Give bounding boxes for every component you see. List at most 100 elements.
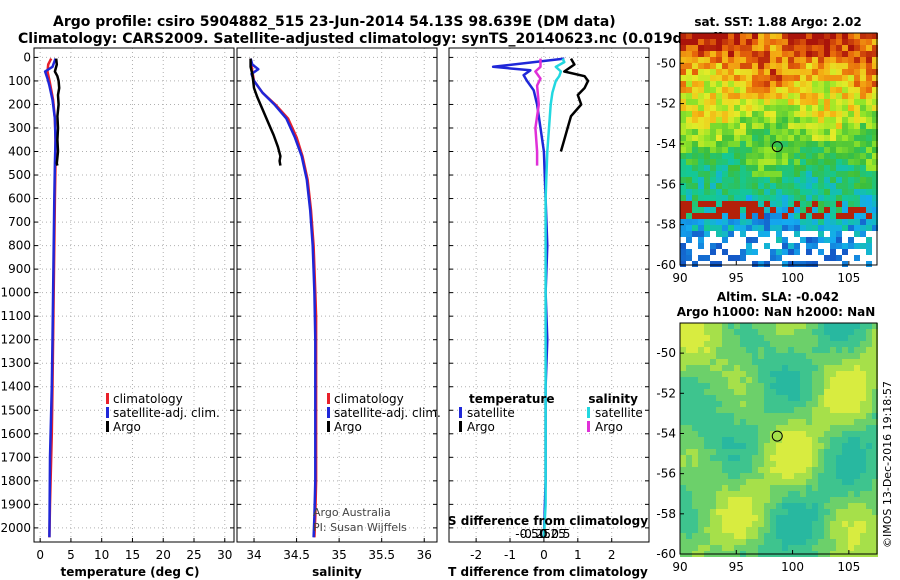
map-cell bbox=[716, 383, 722, 389]
map-cell bbox=[728, 135, 734, 141]
map-cell bbox=[740, 159, 746, 165]
map-cell bbox=[830, 425, 836, 431]
map-cell bbox=[734, 533, 740, 539]
map-cell bbox=[782, 509, 788, 515]
map-cell bbox=[722, 57, 728, 63]
map-cell bbox=[854, 195, 860, 201]
map-cell bbox=[716, 201, 722, 207]
map-cell bbox=[686, 111, 692, 117]
map-cell bbox=[866, 449, 872, 455]
map-cell bbox=[812, 57, 818, 63]
map-cell bbox=[728, 521, 734, 527]
map-cell bbox=[812, 491, 818, 497]
map-cell bbox=[806, 383, 812, 389]
map-cell bbox=[830, 201, 836, 207]
map-cell bbox=[794, 231, 800, 237]
map-cell bbox=[836, 509, 842, 515]
map-cell bbox=[776, 225, 782, 231]
map-y-tick-label: -54 bbox=[656, 426, 676, 440]
map-cell bbox=[764, 141, 770, 147]
map-cell bbox=[716, 81, 722, 87]
map-cell bbox=[812, 213, 818, 219]
map-cell bbox=[830, 503, 836, 509]
map-cell bbox=[728, 213, 734, 219]
map-cell bbox=[836, 33, 842, 39]
map-cell bbox=[872, 359, 878, 365]
map-cell bbox=[800, 261, 806, 267]
map-cell bbox=[842, 87, 848, 93]
map-cell bbox=[806, 201, 812, 207]
map-cell bbox=[758, 497, 764, 503]
map-cell bbox=[734, 81, 740, 87]
map-cell bbox=[824, 425, 830, 431]
x-tick-label: 1 bbox=[574, 548, 582, 562]
map-cell bbox=[722, 201, 728, 207]
map-cell bbox=[806, 75, 812, 81]
map-cell bbox=[722, 455, 728, 461]
map-cell bbox=[746, 183, 752, 189]
map-cell bbox=[680, 527, 686, 533]
map-cell bbox=[794, 413, 800, 419]
map-cell bbox=[794, 365, 800, 371]
map-cell bbox=[770, 135, 776, 141]
map-cell bbox=[710, 407, 716, 413]
map-cell bbox=[734, 219, 740, 225]
map-y-tick-label: -50 bbox=[656, 56, 676, 70]
map-cell bbox=[716, 219, 722, 225]
map-cell bbox=[854, 443, 860, 449]
map-cell bbox=[746, 527, 752, 533]
map-cell bbox=[770, 521, 776, 527]
map-cell bbox=[800, 323, 806, 329]
map-cell bbox=[746, 437, 752, 443]
map-cell bbox=[836, 225, 842, 231]
map-cell bbox=[692, 449, 698, 455]
map-cell bbox=[824, 99, 830, 105]
map-cell bbox=[842, 189, 848, 195]
map-cell bbox=[866, 359, 872, 365]
map-cell bbox=[680, 485, 686, 491]
map-cell bbox=[758, 93, 764, 99]
map-cell bbox=[788, 33, 794, 39]
map-cell bbox=[818, 231, 824, 237]
map-cell bbox=[692, 407, 698, 413]
map-cell bbox=[818, 323, 824, 329]
map-cell bbox=[842, 159, 848, 165]
map-cell bbox=[734, 479, 740, 485]
map-cell bbox=[806, 473, 812, 479]
map-cell bbox=[704, 461, 710, 467]
map-cell bbox=[860, 117, 866, 123]
map-cell bbox=[686, 407, 692, 413]
map-cell bbox=[788, 141, 794, 147]
temperature-panel: 0 5 10 15 20 25 300100200300400500600700800900… bbox=[0, 47, 235, 579]
map-cell bbox=[722, 117, 728, 123]
map-cell bbox=[806, 491, 812, 497]
map-cell bbox=[698, 329, 704, 335]
map-cell bbox=[866, 249, 872, 255]
map-cell bbox=[860, 213, 866, 219]
map-cell bbox=[818, 105, 824, 111]
map-cell bbox=[854, 45, 860, 51]
map-cell bbox=[746, 419, 752, 425]
map-cell bbox=[734, 213, 740, 219]
map-cell bbox=[848, 467, 854, 473]
depth-tick-label: 1400 bbox=[0, 380, 31, 394]
map-cell bbox=[872, 75, 878, 81]
map-cell bbox=[752, 159, 758, 165]
map-cell bbox=[758, 51, 764, 57]
map-cell bbox=[854, 347, 860, 353]
map-cell bbox=[770, 195, 776, 201]
map-cell bbox=[716, 225, 722, 231]
map-cell bbox=[740, 153, 746, 159]
map-cell bbox=[872, 479, 878, 485]
map-cell bbox=[734, 485, 740, 491]
map-cell bbox=[746, 509, 752, 515]
map-cell bbox=[866, 527, 872, 533]
map-cell bbox=[842, 341, 848, 347]
map-cell bbox=[704, 425, 710, 431]
map-cell bbox=[698, 473, 704, 479]
map-cell bbox=[686, 455, 692, 461]
map-cell bbox=[752, 497, 758, 503]
map-cell bbox=[848, 395, 854, 401]
map-cell bbox=[776, 87, 782, 93]
map-cell bbox=[836, 123, 842, 129]
